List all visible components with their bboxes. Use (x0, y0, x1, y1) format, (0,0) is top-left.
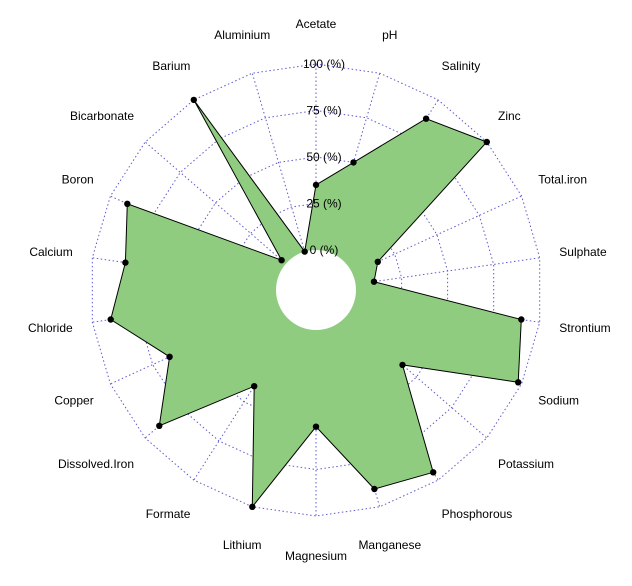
data-points (107, 96, 525, 510)
data-point-lithium (249, 503, 256, 510)
axis-label-sulphate: Sulphate (559, 245, 607, 259)
tick-label-0: 0 (%) (310, 243, 339, 257)
data-point-copper (166, 353, 173, 360)
data-point-potassium (399, 361, 406, 369)
axis-label-manganese: Manganese (358, 538, 421, 552)
axis-labels: Acetate pH Salinity Zinc Total.iron Sulphate S… (28, 17, 611, 563)
center-hole (276, 250, 356, 330)
data-point-aluminium (301, 248, 308, 255)
axis-label-bicarbonate: Bicarbonate (70, 109, 134, 123)
axis-label-salinity: Salinity (442, 59, 481, 73)
data-point-salinity (422, 115, 430, 122)
data-point-total-iron (374, 258, 381, 265)
axis-label-dissolved-iron: Dissolved.Iron (58, 457, 134, 471)
axis-label-magnesium: Magnesium (285, 549, 347, 563)
tick-label-50: 50 (%) (306, 150, 341, 164)
spoke-total-iron (352, 195, 522, 274)
data-point-barium (190, 96, 197, 104)
data-point-sodium (515, 379, 522, 386)
data-point-bicarbonate (278, 257, 285, 264)
axis-label-strontium: Strontium (559, 321, 610, 335)
grid-ring-75 (137, 109, 495, 471)
data-point-dissolved-iron (156, 422, 163, 429)
axis-label-calcium: Calcium (29, 245, 72, 259)
axis-label-phosphorous: Phosphorous (442, 507, 513, 521)
data-point-manganese (371, 485, 378, 493)
tick-label-25: 25 (%) (306, 197, 341, 211)
spoke-aluminium (251, 73, 306, 252)
axis-label-potassium: Potassium (498, 457, 554, 471)
tick-label-75: 75 (%) (306, 104, 341, 118)
axis-label-chloride: Chloride (28, 321, 73, 335)
spoke-bicarbonate (144, 141, 287, 265)
axis-label-barium: Barium (152, 59, 190, 73)
axis-label-acetate: Acetate (296, 17, 337, 31)
data-point-boron (124, 200, 131, 207)
tick-labels: 0 (%) 25 (%) 50 (%) 75 (%) 100 (%) (303, 57, 345, 257)
tick-label-100: 100 (%) (303, 57, 345, 71)
spoke-sulphate (355, 257, 540, 285)
axis-label-lithium: Lithium (223, 538, 262, 552)
axis-label-sodium: Sodium (538, 394, 579, 408)
axis-label-formate: Formate (146, 507, 191, 521)
axis-label-aluminium: Aluminium (214, 28, 270, 42)
spoke-formate (193, 323, 295, 481)
data-point-strontium (518, 316, 525, 323)
data-point-chloride (107, 316, 114, 323)
axis-label-boron: Boron (62, 173, 94, 187)
data-point-sulphate (370, 278, 378, 285)
data-point-calcium (122, 259, 129, 266)
data-point-formate (251, 383, 258, 390)
data-point-phosphorous (430, 469, 437, 476)
data-point-zinc (483, 138, 490, 146)
axis-label-copper: Copper (54, 394, 93, 408)
data-point-ph (350, 159, 357, 166)
axis-label-ph: pH (382, 28, 397, 42)
axis-label-zinc: Zinc (498, 109, 521, 123)
axis-label-total-iron: Total.iron (538, 173, 587, 187)
data-point-magnesium (312, 423, 320, 430)
spoke-potassium (345, 315, 488, 439)
data-point-acetate (312, 181, 320, 189)
